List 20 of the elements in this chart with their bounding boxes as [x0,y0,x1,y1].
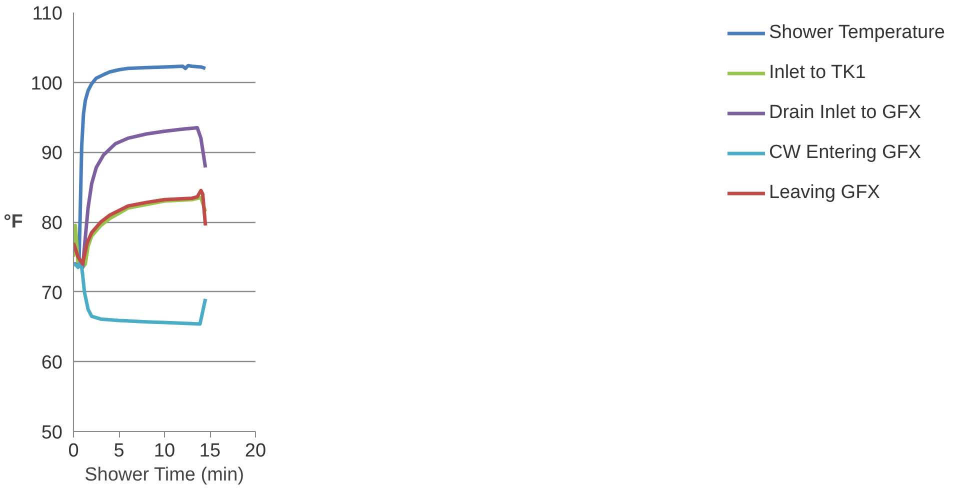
x-tick-label: 20 [244,440,266,462]
y-tick-label: 70 [41,282,63,304]
line-series [74,258,208,326]
legend-label: Leaving GFX [768,182,880,204]
legend-label: Drain Inlet to GFX [768,102,922,124]
y-tick-label: 80 [41,213,63,234]
y-tick-label: 100 [30,73,62,94]
y-axis-title: °F [4,212,23,232]
x-tick-label: 5 [114,440,124,462]
x-tick-label: 0 [68,440,79,462]
y-tick-label: 90 [41,143,63,164]
legend-label: Inlet to TK1 [768,62,866,84]
y-tick-label: 60 [41,352,63,374]
x-axis-title: Shower Time (min) [84,464,244,486]
x-tick-label: 10 [154,440,176,462]
legend-label: CW Entering GFX [768,142,922,164]
y-tick-label: 50 [41,422,63,444]
legend-label: Shower Temperature [768,22,945,44]
x-tick-label: 15 [199,440,221,462]
y-tick-label: 110 [32,4,63,24]
